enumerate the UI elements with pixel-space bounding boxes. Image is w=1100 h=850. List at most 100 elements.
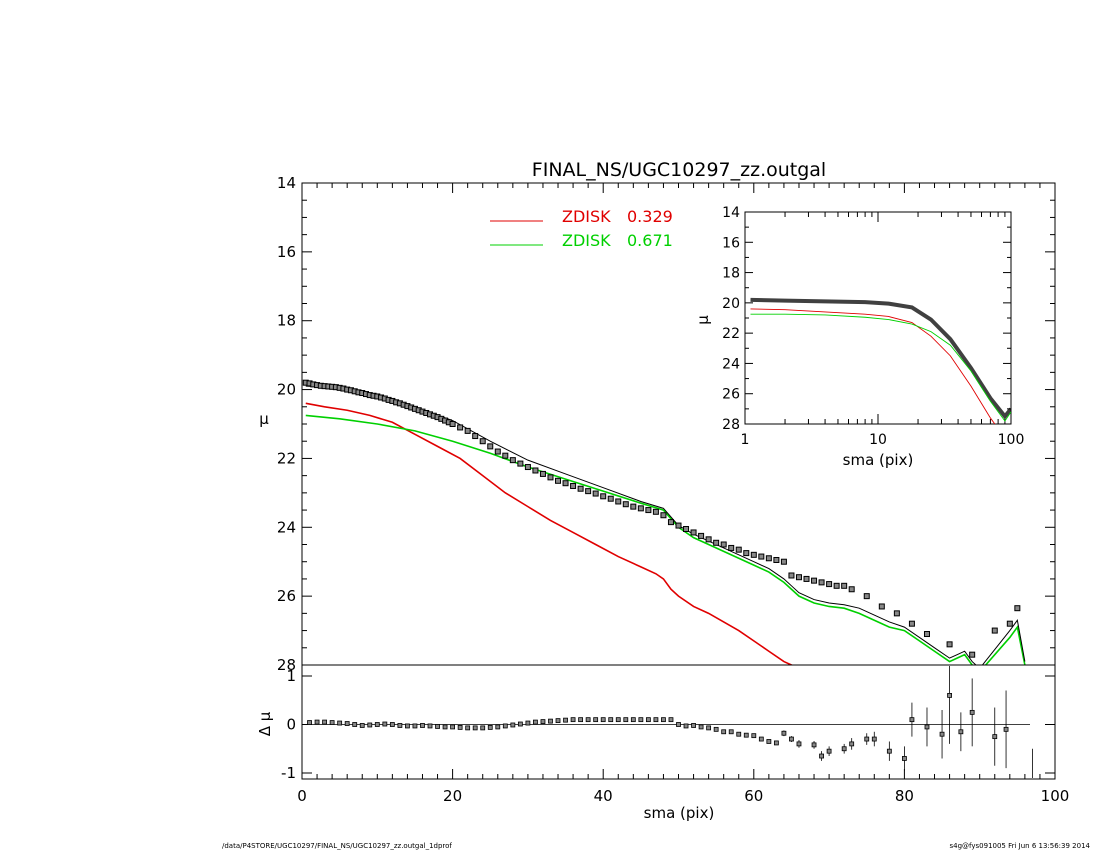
data-point-square — [585, 488, 592, 495]
residual-point — [623, 717, 629, 723]
footer-timestamp: s4g@fys091005 Fri Jun 6 13:56:39 2014 — [949, 842, 1090, 850]
residual-point — [608, 717, 614, 723]
residual-point — [578, 717, 584, 723]
residual-ticks: 10-10 20 40 60 80 100 — [281, 667, 1069, 805]
data-point-square — [652, 508, 659, 515]
residual-point — [367, 722, 373, 728]
legend: ZDISK 0.329 ZDISK 0.671 — [490, 207, 673, 250]
main-y-tick-label: 18 — [277, 312, 296, 330]
data-point-square — [479, 438, 486, 445]
residual-point — [344, 721, 350, 726]
data-point-square — [449, 421, 456, 427]
residual-point — [796, 741, 802, 747]
residual-point — [691, 723, 696, 728]
inset-ticks: 14 16 18 20 22 24 26 281 10 100 — [722, 205, 1024, 448]
data-point-square — [600, 493, 607, 500]
data-point-square — [750, 551, 757, 558]
data-point-square — [547, 474, 554, 481]
data-point-square — [788, 572, 795, 579]
series-line-zdisk-0329 — [305, 402, 794, 665]
data-point-square — [728, 544, 735, 551]
data-point-square — [773, 556, 780, 563]
residual-point — [638, 717, 644, 723]
residual-x-tick-label: 80 — [895, 787, 914, 805]
residual-point — [676, 722, 681, 727]
data-point-square — [630, 503, 637, 510]
residual-point — [525, 720, 531, 726]
data-point-square — [833, 582, 840, 589]
inset-y-tick-label: 22 — [722, 326, 740, 342]
residual-point — [359, 723, 365, 728]
residual-point — [668, 717, 674, 723]
residual-point — [992, 734, 998, 740]
residual-point — [826, 748, 832, 754]
residual-point — [706, 725, 712, 731]
residual-point — [902, 756, 907, 761]
data-point-square — [818, 579, 825, 586]
residual-x-tick-label: 100 — [1041, 787, 1070, 805]
residual-point — [683, 723, 689, 729]
residual-point — [510, 722, 516, 728]
residual-point — [728, 729, 734, 735]
residual-point — [924, 724, 930, 730]
residual-point — [337, 720, 343, 726]
data-point-square — [502, 452, 509, 459]
residual-point — [947, 693, 952, 698]
data-point-square — [457, 424, 464, 431]
residual-point — [389, 722, 395, 727]
data-point-square — [698, 532, 705, 539]
chart-title: FINAL_NS/UGC10297_zz.outgal — [532, 159, 826, 181]
data-point-square — [991, 627, 998, 634]
residual-point — [540, 719, 546, 724]
data-point-square — [946, 641, 953, 648]
data-point-square — [637, 505, 644, 512]
data-point-square — [555, 477, 562, 484]
inset-plot-frame — [744, 211, 1012, 425]
residual-point — [502, 723, 508, 729]
main-y-tick-label: 20 — [277, 381, 296, 399]
residual-point — [819, 753, 824, 759]
residual-x-tick-label: 20 — [443, 787, 462, 805]
residual-point — [517, 721, 523, 727]
residual-point — [307, 720, 312, 725]
data-point-square — [683, 526, 690, 533]
residual-points — [307, 666, 1033, 778]
residual-point — [661, 717, 666, 723]
legend-label-1: ZDISK — [562, 231, 611, 250]
residual-x-tick-label: 40 — [594, 787, 613, 805]
residual-point — [751, 733, 757, 739]
residual-point — [593, 717, 599, 723]
inset-x-tick-label: 10 — [869, 432, 887, 448]
footer-path: /data/P4STORE/UGC10297/FINAL_NS/UGC10297… — [222, 842, 452, 850]
data-point-square — [509, 457, 516, 464]
data-point-square — [826, 581, 833, 588]
residual-point — [758, 736, 764, 742]
residual-point — [600, 717, 606, 723]
data-point-square — [592, 490, 599, 497]
data-point-square — [472, 433, 479, 440]
data-point-square — [758, 553, 765, 560]
residual-point — [864, 736, 870, 742]
data-point-square — [667, 519, 674, 526]
inset-series — [750, 297, 1011, 424]
residual-point — [533, 719, 538, 725]
main-series-clip-group — [302, 379, 1026, 665]
inset-line-zdisk-0671 — [750, 313, 1011, 422]
residual-point — [412, 723, 418, 729]
residual-point — [615, 717, 621, 723]
residual-point — [841, 746, 847, 752]
residual-point — [713, 726, 719, 732]
data-point-square — [795, 574, 802, 581]
main-y-tick-label: 14 — [277, 174, 296, 192]
data-point-square — [494, 448, 501, 455]
residual-point — [1003, 726, 1009, 732]
data-point-square — [607, 495, 614, 502]
series-line-total-model — [305, 385, 1026, 665]
inset-y-tick-label: 20 — [722, 296, 740, 312]
data-point-square — [570, 482, 577, 489]
residual-point — [322, 719, 327, 725]
residual-point — [329, 720, 335, 725]
data-point-square — [863, 593, 870, 600]
residual-point — [314, 719, 320, 725]
residual-point — [698, 724, 704, 730]
